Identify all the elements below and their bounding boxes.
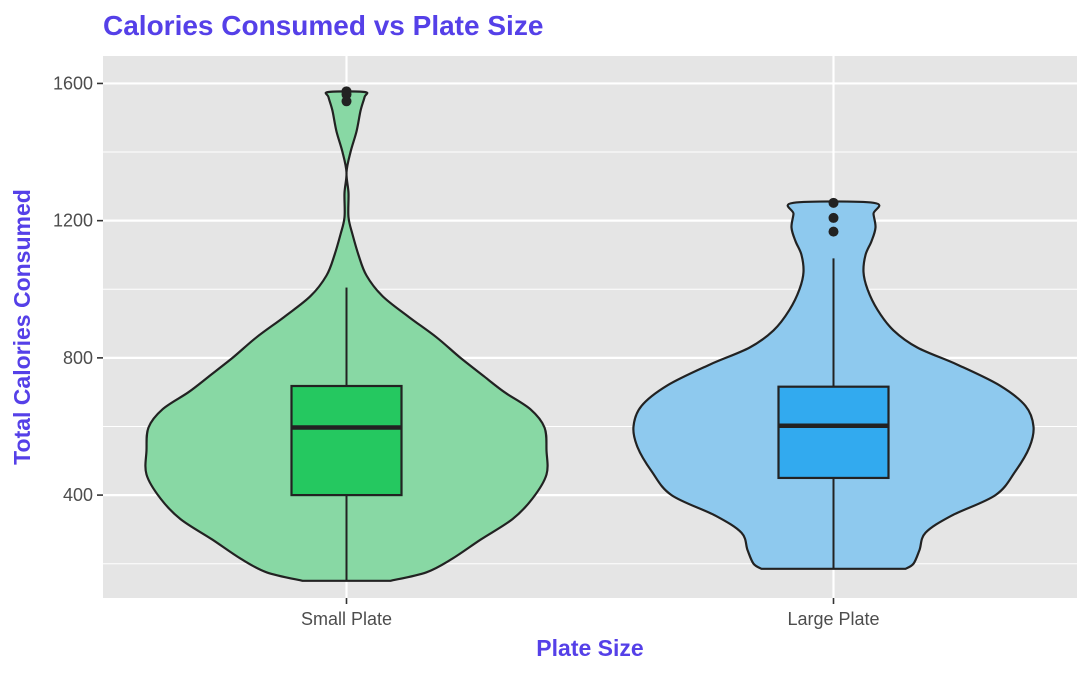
- chart-title: Calories Consumed vs Plate Size: [103, 10, 543, 41]
- outlier-layer: [341, 86, 839, 237]
- x-axis: Small Plate Large Plate: [301, 598, 880, 629]
- x-axis-title: Plate Size: [536, 635, 643, 661]
- x-tick-label: Small Plate: [301, 609, 392, 629]
- box-iqr: [290, 384, 403, 497]
- y-axis-title: Total Calories Consumed: [9, 189, 35, 465]
- y-axis: 400 800 1200 1600: [53, 73, 103, 505]
- y-tick-label: 1200: [53, 211, 93, 231]
- y-tick-label: 800: [63, 348, 93, 368]
- outlier-point: [341, 86, 352, 97]
- outlier-point: [828, 226, 839, 237]
- box-iqr: [777, 385, 890, 480]
- boxplot-layer: [290, 258, 890, 581]
- x-tick-label: Large Plate: [787, 609, 879, 629]
- y-tick-label: 400: [63, 485, 93, 505]
- y-tick-label: 1600: [53, 73, 93, 93]
- outlier-point: [828, 212, 839, 223]
- outlier-point: [341, 96, 352, 107]
- outlier-point: [828, 197, 839, 208]
